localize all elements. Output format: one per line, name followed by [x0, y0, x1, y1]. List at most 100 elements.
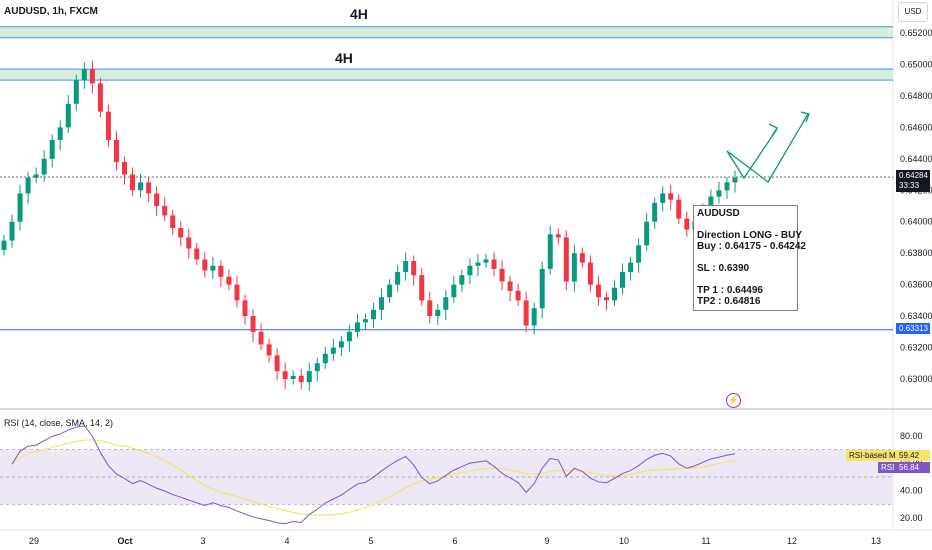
- candle-body: [33, 174, 39, 178]
- candle-body: [475, 262, 481, 266]
- candle-body: [708, 196, 714, 210]
- candle-body: [579, 253, 585, 263]
- candle-body: [113, 139, 119, 162]
- candle-body: [146, 182, 152, 194]
- price-tick-label: 0.63600: [900, 280, 932, 290]
- candle-body: [555, 234, 561, 238]
- candle-body: [443, 297, 449, 310]
- candle-body: [587, 262, 593, 285]
- candle-body: [668, 193, 674, 200]
- candle-body: [684, 218, 690, 230]
- candle-body: [338, 341, 344, 348]
- time-tick-label: 10: [619, 536, 629, 546]
- candle-body: [274, 355, 280, 372]
- candle-body: [290, 375, 296, 379]
- currency-button[interactable]: USD: [898, 2, 928, 22]
- candle-body: [467, 265, 473, 276]
- candle-body: [716, 190, 722, 197]
- flash-icon[interactable]: ⚡: [726, 393, 741, 408]
- current-price-tag: 0.64284 33:33: [896, 170, 930, 192]
- candle-body: [427, 300, 433, 317]
- zone-label-lower: 4H: [335, 50, 353, 66]
- trade-tp1: TP 1 : 0.64496: [697, 285, 763, 296]
- candle-body: [73, 80, 79, 104]
- price-tick-label: 0.64800: [900, 91, 932, 101]
- candle-body: [676, 199, 682, 219]
- candle-body: [121, 161, 127, 175]
- candle-body: [89, 69, 95, 84]
- candle-body: [322, 353, 328, 364]
- time-tick-label: 6: [452, 536, 457, 546]
- current-price: 0.64284: [899, 171, 928, 180]
- candle-body: [595, 284, 601, 298]
- symbol-title: AUDUSD, 1h, FXCM: [4, 6, 98, 17]
- candle-body: [644, 221, 650, 246]
- candle-body: [459, 275, 465, 285]
- trade-sl: SL : 0.6390: [697, 263, 750, 274]
- price-tick-label: 0.64400: [900, 154, 932, 164]
- candle-body: [57, 127, 63, 140]
- candle-body: [435, 309, 441, 317]
- trade-buy: Buy : 0.64175 - 0.64242: [697, 241, 806, 252]
- price-tick-label: 0.64000: [900, 217, 932, 227]
- time-tick-label: 13: [871, 536, 881, 546]
- rsi-ma-value: 59.42: [896, 450, 930, 461]
- rsi-value: 56.84: [896, 462, 930, 473]
- candle-body: [499, 268, 505, 282]
- candle-body: [732, 177, 738, 183]
- time-tick-label: 9: [544, 536, 549, 546]
- projection-arrow-2: [726, 113, 809, 183]
- candle-body: [202, 259, 208, 271]
- rsi-title[interactable]: RSI (14, close, SMA, 14, 2): [4, 418, 114, 428]
- candle-body: [306, 371, 312, 383]
- trade-symbol: AUDUSD: [697, 208, 740, 219]
- candle-body: [81, 69, 87, 81]
- candle-body: [483, 259, 489, 263]
- candle-body: [354, 322, 360, 332]
- projection-arrowhead-1: [768, 123, 778, 137]
- candle-body: [282, 371, 288, 379]
- candle-body: [1, 240, 7, 251]
- price-tick-label: 0.63400: [900, 311, 932, 321]
- time-tick-label: 12: [787, 536, 797, 546]
- candle-body: [314, 363, 320, 372]
- candle-body: [258, 331, 264, 345]
- candle-body: [226, 276, 232, 285]
- candles: [1, 60, 738, 391]
- candle-body: [178, 228, 184, 238]
- projection-arrowhead-2: [800, 111, 810, 123]
- candle-body: [49, 139, 55, 159]
- price-tick-label: 0.63200: [900, 343, 932, 353]
- candle-body: [130, 174, 136, 191]
- support-price-tag: 0.63313: [896, 323, 930, 334]
- supply-zone: [0, 26, 893, 38]
- candle-body: [234, 284, 240, 301]
- trade-direction: Direction LONG - BUY: [697, 230, 803, 241]
- price-tick-label: 0.65200: [900, 28, 932, 38]
- price-tick-label: 0.64600: [900, 122, 932, 132]
- candle-body: [419, 275, 425, 301]
- time-tick-label: 5: [368, 536, 373, 546]
- time-tick-label: Oct: [117, 536, 132, 546]
- candle-body: [451, 284, 457, 298]
- supply-zone: [0, 69, 893, 81]
- candle-body: [218, 265, 224, 277]
- rsi-label: RSI: [878, 462, 898, 473]
- time-tick-label: 4: [284, 536, 289, 546]
- rsi-ma-line: [11, 439, 736, 516]
- candle-body: [25, 177, 31, 194]
- candle-body: [395, 272, 401, 285]
- candle-body: [9, 221, 15, 241]
- rsi-line: [11, 425, 736, 525]
- candle-body: [371, 309, 377, 320]
- time-tick-label: 11: [701, 536, 710, 546]
- candle-body: [563, 237, 569, 282]
- candle-body: [298, 375, 304, 383]
- price-tick-label: 0.65000: [900, 59, 932, 69]
- candle-body: [531, 308, 537, 326]
- candle-body: [186, 237, 192, 249]
- candle-body: [403, 261, 409, 273]
- candle-body: [138, 182, 144, 191]
- candle-body: [65, 103, 71, 128]
- countdown: 33:33: [899, 181, 920, 190]
